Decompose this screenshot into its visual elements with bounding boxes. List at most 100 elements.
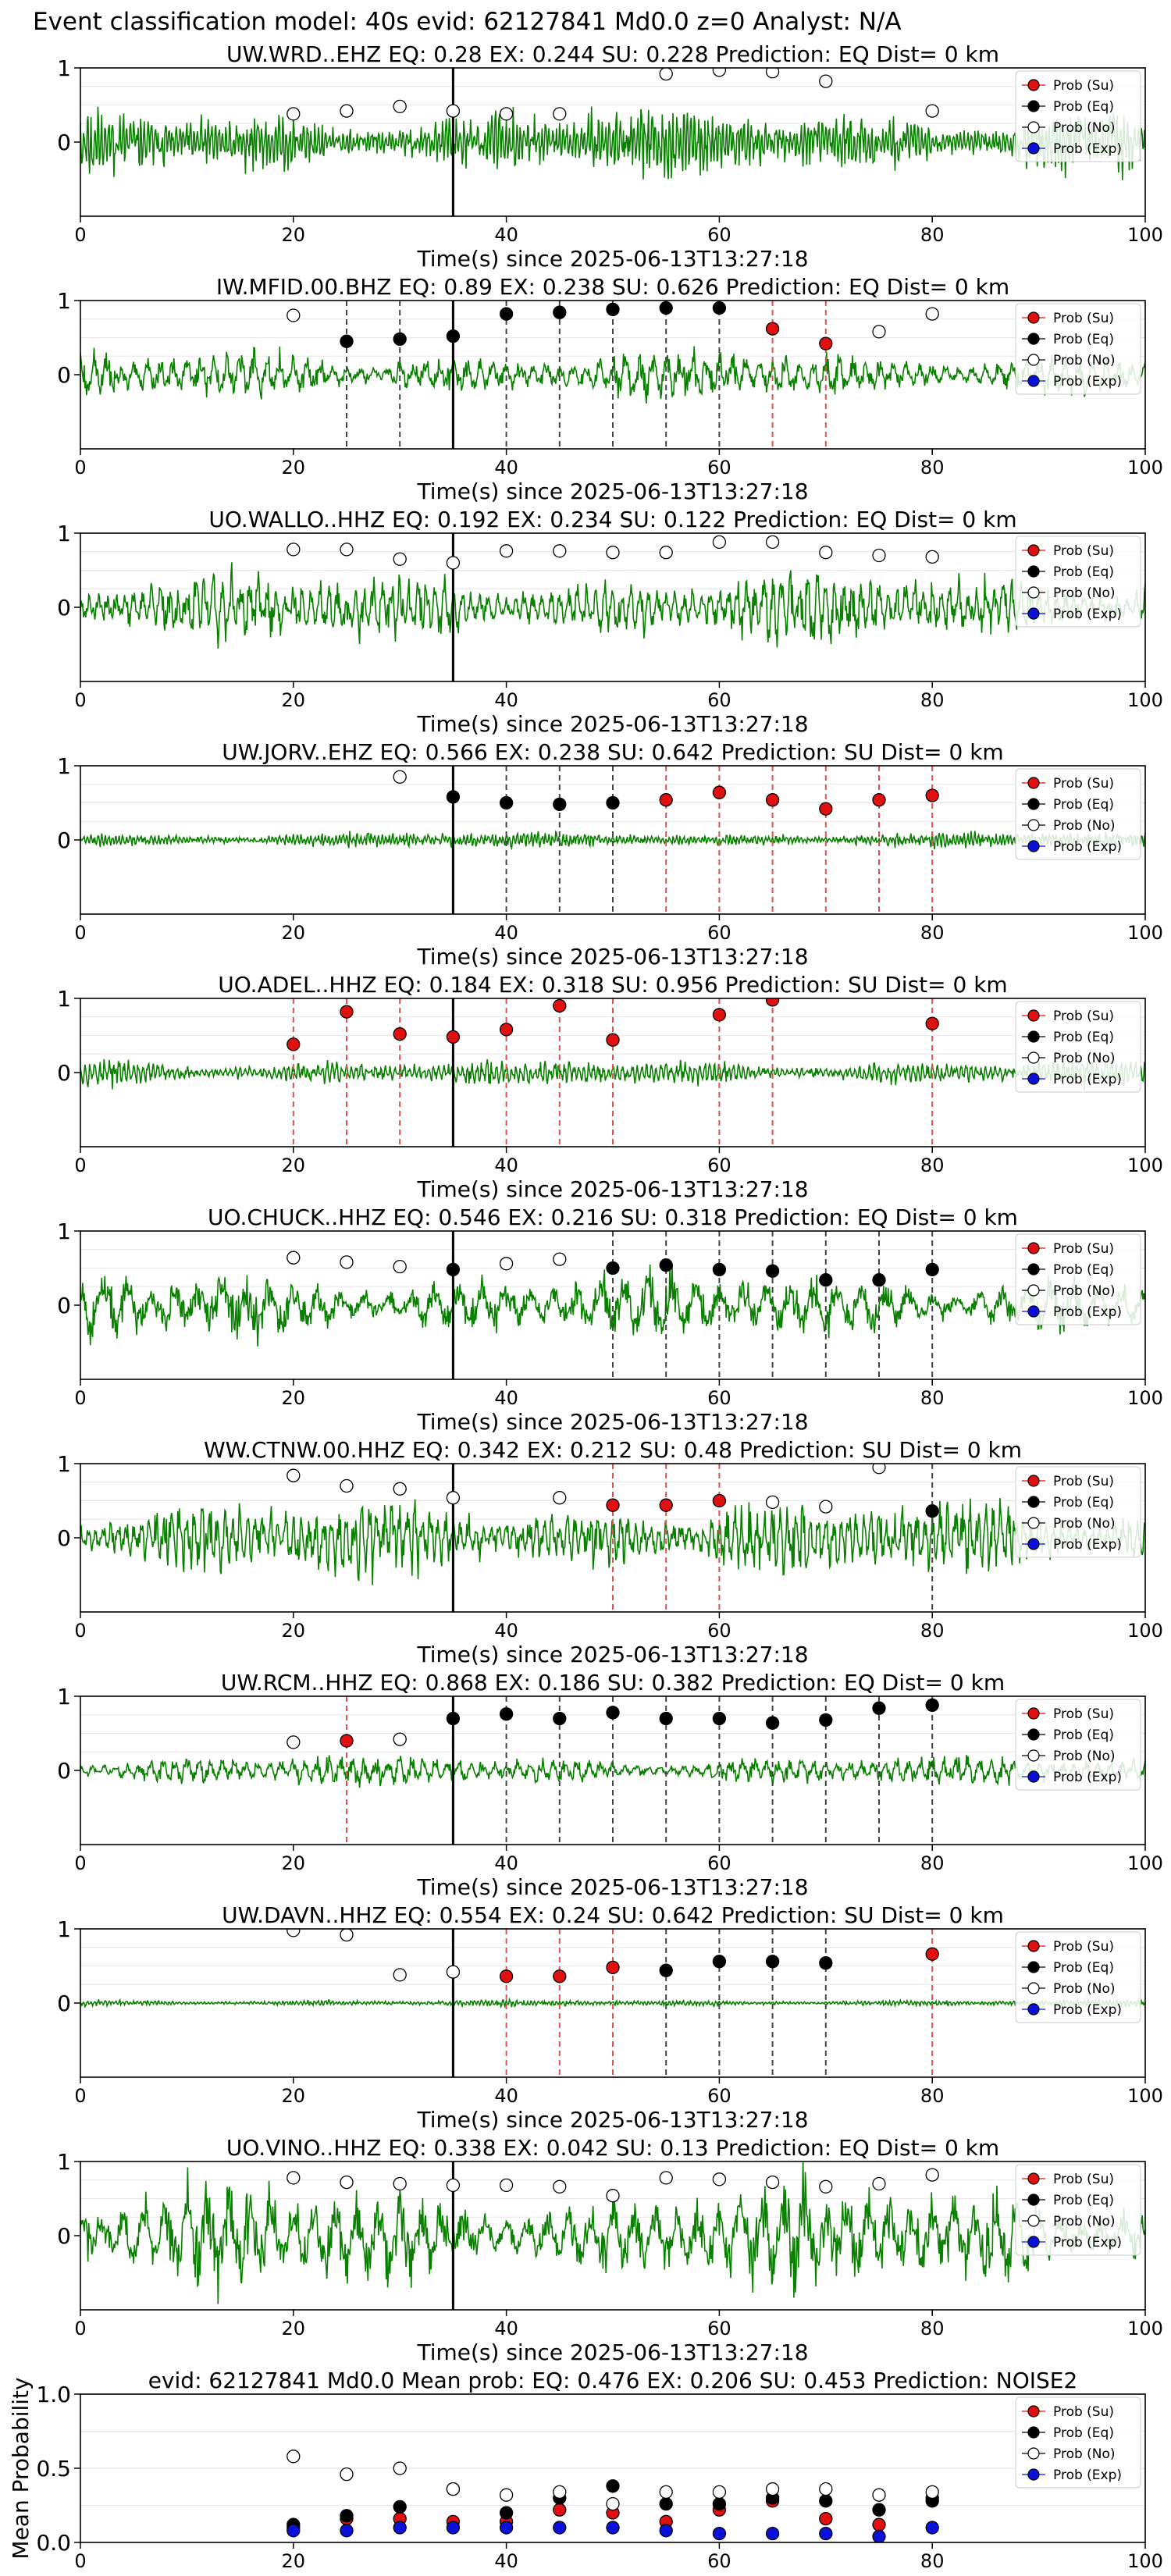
prob-point-no [872, 325, 886, 339]
legend-label: Prob (Exp) [1053, 1770, 1122, 1785]
x-tick-label: 60 [707, 457, 731, 479]
prob-point-eq [925, 1698, 939, 1713]
prob-point-no [819, 1500, 833, 1514]
prob-point-exp [606, 2521, 620, 2535]
prob-point-eq [712, 1262, 727, 1277]
legend: Prob (Su) Prob (Eq) Prob (No) Prob (Exp) [1015, 1233, 1141, 1325]
x-tick-label: 40 [494, 1155, 518, 1176]
y-tick-label: 1 [57, 2149, 71, 2175]
prob-point-exp [925, 2521, 939, 2535]
x-tick-label: 60 [707, 1155, 731, 1176]
prob-point-su [606, 1033, 620, 1047]
prob-point-no [446, 2178, 461, 2193]
y-axis-label: Mean Probability [8, 2377, 34, 2559]
prob-point-no [872, 2488, 886, 2502]
prob-point-no [819, 546, 833, 560]
legend-marker-no [1027, 1517, 1040, 1529]
prob-point-no [340, 2175, 354, 2190]
x-tick-label: 0 [74, 2318, 86, 2339]
prob-point-no [287, 2450, 301, 2464]
legend-marker-eq [1027, 1496, 1040, 1508]
legend: Prob (Su) Prob (Eq) Prob (No) Prob (Exp) [1015, 1001, 1141, 1093]
prob-point-su [819, 336, 833, 350]
prob-point-su [925, 1947, 939, 1961]
prob-point-exp [446, 2521, 461, 2535]
y-tick-label: 0 [57, 1293, 71, 1318]
prob-point-eq [499, 795, 514, 810]
prob-point-no [925, 104, 939, 118]
prob-point-no [765, 2482, 780, 2496]
x-tick-label: 100 [1127, 2318, 1163, 2339]
legend-box [1015, 1233, 1141, 1325]
legend-marker-exp [1027, 2468, 1040, 2481]
x-tick-label: 0 [74, 224, 86, 246]
legend-marker-no [1027, 1749, 1040, 1762]
prob-point-no [925, 550, 939, 564]
prob-point-su [499, 1969, 514, 1984]
legend-marker-su [1027, 1242, 1040, 1254]
legend-marker-su [1027, 311, 1040, 324]
legend-marker-exp [1027, 1305, 1040, 1318]
legend-label: Prob (Exp) [1053, 2235, 1122, 2250]
x-tick-label: 80 [920, 689, 945, 711]
legend-marker-exp [1027, 607, 1040, 620]
plot-area [80, 301, 1145, 449]
prob-point-su [393, 1026, 407, 1041]
prob-point-no [287, 1929, 301, 1937]
prob-point-no [393, 552, 407, 566]
panel-title: UW.WRD..EHZ EQ: 0.28 EX: 0.244 SU: 0.228… [226, 41, 999, 67]
x-tick-label: 60 [707, 2318, 731, 2339]
prob-point-no [287, 1468, 301, 1482]
y-tick-label: 0 [57, 362, 71, 388]
legend-label: Prob (Su) [1053, 311, 1114, 326]
prob-point-no [287, 107, 301, 121]
y-tick-label: 0 [57, 1525, 71, 1551]
x-tick-label: 100 [1127, 1852, 1163, 1874]
waveform-trace [80, 1755, 1145, 1788]
legend-marker-eq [1027, 565, 1040, 578]
prob-point-eq [606, 2479, 620, 2493]
x-tick-label: 20 [282, 224, 306, 246]
prob-point-no [393, 1259, 407, 1274]
prob-point-no [925, 307, 939, 321]
x-tick-label: 0 [74, 1155, 86, 1176]
prob-point-no [340, 1478, 354, 1493]
waveform-trace [80, 1997, 1145, 2009]
prob-point-eq [340, 2509, 354, 2523]
x-axis-label: Time(s) since 2025-06-13T13:27:18 [416, 944, 808, 970]
legend-marker-exp [1027, 375, 1040, 387]
legend-marker-eq [1027, 1030, 1040, 1043]
x-tick-label: 80 [920, 1387, 945, 1409]
x-axis-label: Time(s) since 2025-06-13T13:27:18 [416, 1176, 808, 1202]
prob-point-eq [606, 1706, 620, 1720]
prob-point-eq [340, 334, 354, 348]
prob-point-no [872, 1464, 886, 1475]
prob-point-su [659, 793, 673, 807]
prob-point-no [446, 2482, 461, 2496]
panel-8: UW.RCM..HHZ EQ: 0.868 EX: 0.186 SU: 0.38… [57, 1670, 1163, 1900]
prob-point-eq [819, 1956, 833, 1970]
prob-point-no [499, 2178, 514, 2193]
prob-point-eq [553, 1711, 567, 1726]
prob-point-eq [606, 1261, 620, 1276]
x-tick-label: 100 [1127, 1155, 1163, 1176]
legend: Prob (Su) Prob (Eq) Prob (No) Prob (Exp) [1015, 303, 1141, 395]
prob-point-exp [819, 2526, 833, 2541]
legend-marker-exp [1027, 142, 1040, 155]
legend-label: Prob (Exp) [1053, 2002, 1122, 2018]
prob-point-no [287, 1735, 301, 1749]
prob-point-no [393, 1968, 407, 1982]
panel-title: UO.VINO..HHZ EQ: 0.338 EX: 0.042 SU: 0.1… [226, 2135, 999, 2161]
prob-point-no [659, 2171, 673, 2185]
x-axis-label: Time(s) since 2025-06-13T13:27:18 [416, 1642, 808, 1667]
prob-point-no [553, 1252, 567, 1266]
x-axis-label: Time(s) since 2025-06-13T13:27:18 [416, 2107, 808, 2133]
panel-title: UW.RCM..HHZ EQ: 0.868 EX: 0.186 SU: 0.38… [221, 1670, 1005, 1695]
legend-marker-exp [1027, 2236, 1040, 2248]
prob-point-su [659, 1498, 673, 1512]
prob-point-no [446, 104, 461, 118]
legend-label: Prob (No) [1053, 1749, 1116, 1764]
x-tick-label: 60 [707, 689, 731, 711]
legend-marker-eq [1027, 1263, 1040, 1276]
prob-point-su [606, 1498, 620, 1512]
